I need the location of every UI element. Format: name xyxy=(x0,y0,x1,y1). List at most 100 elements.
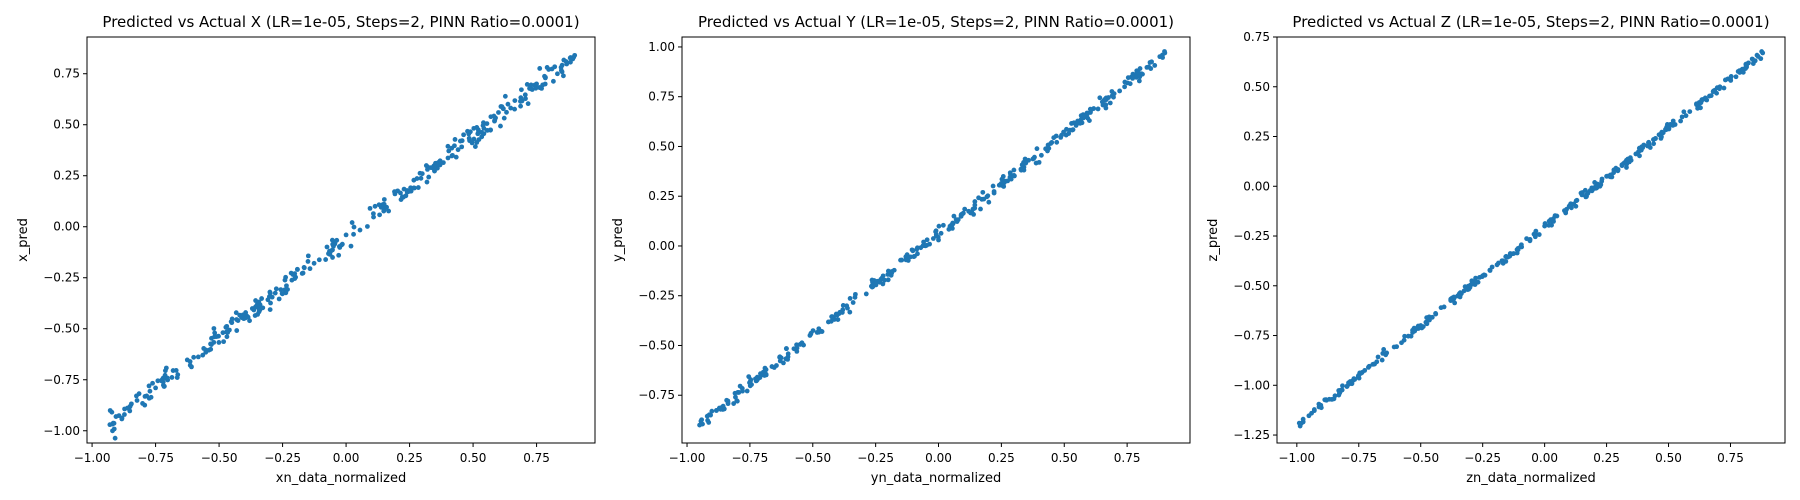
scatter-point-z xyxy=(1651,141,1657,147)
y-tick-label-z: −0.50 xyxy=(1233,279,1270,293)
scatter-point-x xyxy=(229,316,235,322)
scatter-point-z xyxy=(1344,383,1350,389)
scatter-point-y xyxy=(1018,167,1024,173)
scatter-point-y xyxy=(1125,75,1131,81)
scatter-point-x xyxy=(134,398,140,403)
scatter-point-x xyxy=(142,394,148,399)
scatter-point-y xyxy=(807,333,813,338)
scatter-point-x xyxy=(153,385,158,391)
scatter-point-x xyxy=(551,78,556,84)
scatter-point-y xyxy=(1125,80,1130,86)
scatter-point-z xyxy=(1679,114,1685,120)
scatter-point-x xyxy=(351,224,357,230)
scatter-point-z xyxy=(1750,57,1756,62)
scatter-point-x xyxy=(376,202,382,208)
scatter-point-y xyxy=(1122,84,1128,90)
scatter-point-x xyxy=(290,272,296,277)
scatter-point-x xyxy=(284,283,289,289)
scatter-point-x xyxy=(452,137,458,142)
scatter-point-x xyxy=(445,143,451,149)
scatter-point-x xyxy=(371,214,376,220)
scatter-point-z xyxy=(1311,407,1317,412)
scatter-point-y xyxy=(972,202,978,208)
scatter-point-x xyxy=(348,243,354,249)
scatter-point-x xyxy=(424,179,430,185)
scatter-point-y xyxy=(889,270,895,276)
scatter-point-z xyxy=(1384,350,1390,356)
scatter-point-x xyxy=(311,260,317,266)
scatter-point-y xyxy=(1107,100,1113,106)
scatter-point-x xyxy=(184,357,190,363)
scatter-point-y xyxy=(946,226,952,232)
scatter-point-x xyxy=(533,85,539,91)
scatter-point-z xyxy=(1340,383,1345,389)
scatter-point-x xyxy=(224,329,229,335)
scatter-point-x xyxy=(403,193,409,199)
scatter-point-y xyxy=(951,213,957,219)
scatter-point-z xyxy=(1687,109,1693,115)
scatter-point-x xyxy=(365,224,370,229)
scatter-point-x xyxy=(505,101,511,107)
scatter-point-x xyxy=(496,110,501,115)
scatter-point-x xyxy=(522,92,528,98)
scatter-point-y xyxy=(783,346,789,351)
x-tick-label-y: −0.25 xyxy=(857,451,894,465)
scatter-point-z xyxy=(1666,124,1671,129)
scatter-point-x xyxy=(537,85,543,90)
x-tick-label-x: 0.00 xyxy=(333,451,360,465)
scatter-point-y xyxy=(924,242,930,248)
scatter-point-y xyxy=(1137,66,1143,71)
scatter-point-z xyxy=(1683,113,1689,119)
scatter-point-x xyxy=(208,346,214,352)
scatter-point-x xyxy=(331,243,336,249)
scatter-point-y xyxy=(1101,97,1107,103)
scatter-point-z xyxy=(1722,77,1728,83)
plot-frame-x xyxy=(86,36,596,444)
scatter-point-z xyxy=(1524,236,1530,242)
y-tick-label-y: −0.25 xyxy=(638,289,675,303)
scatter-point-x xyxy=(159,377,164,383)
scatter-point-x xyxy=(372,203,378,209)
scatter-point-y xyxy=(910,248,916,254)
scatter-point-x xyxy=(518,95,524,101)
scatter-point-x xyxy=(349,220,355,225)
scatter-point-y xyxy=(819,329,825,334)
scatter-point-x xyxy=(273,286,279,292)
scatter-point-x xyxy=(542,73,547,79)
scatter-point-z xyxy=(1608,172,1613,178)
scatter-point-y xyxy=(1149,59,1154,65)
scatter-point-z xyxy=(1518,242,1524,248)
scatter-point-x xyxy=(256,299,262,305)
scatter-point-z xyxy=(1626,159,1632,165)
scatter-point-z xyxy=(1433,311,1438,316)
scatter-point-z xyxy=(1424,321,1430,327)
scatter-point-x xyxy=(111,426,117,432)
scatter-point-y xyxy=(799,340,805,346)
scatter-point-y xyxy=(898,257,903,263)
scatter-point-z xyxy=(1352,377,1358,382)
scatter-point-y xyxy=(1011,173,1017,178)
x-tick-label-z: −0.75 xyxy=(1340,451,1377,465)
scatter-point-y xyxy=(830,315,835,320)
scatter-point-x xyxy=(150,380,155,386)
scatter-point-x xyxy=(499,104,505,109)
scatter-point-x xyxy=(449,153,455,159)
x-tick-label-y: −1.00 xyxy=(669,451,706,465)
scatter-point-x xyxy=(437,158,443,164)
scatter-point-y xyxy=(1136,78,1142,84)
scatter-point-x xyxy=(398,197,404,203)
scatter-point-z xyxy=(1316,404,1322,410)
scatter-point-x xyxy=(504,109,509,115)
scatter-point-x xyxy=(428,165,434,171)
scatter-point-y xyxy=(1019,162,1025,168)
y-tick-label-x: 0.50 xyxy=(53,118,80,132)
scatter-point-y xyxy=(746,374,752,380)
scatter-point-y xyxy=(1117,88,1123,94)
y-tick-label-y: 0.25 xyxy=(648,189,675,203)
scatter-point-y xyxy=(763,367,769,373)
scatter-point-z xyxy=(1438,305,1444,311)
scatter-point-x xyxy=(466,131,472,137)
scatter-point-x xyxy=(276,296,282,302)
scatter-point-x xyxy=(544,65,550,70)
scatter-point-y xyxy=(697,422,702,428)
